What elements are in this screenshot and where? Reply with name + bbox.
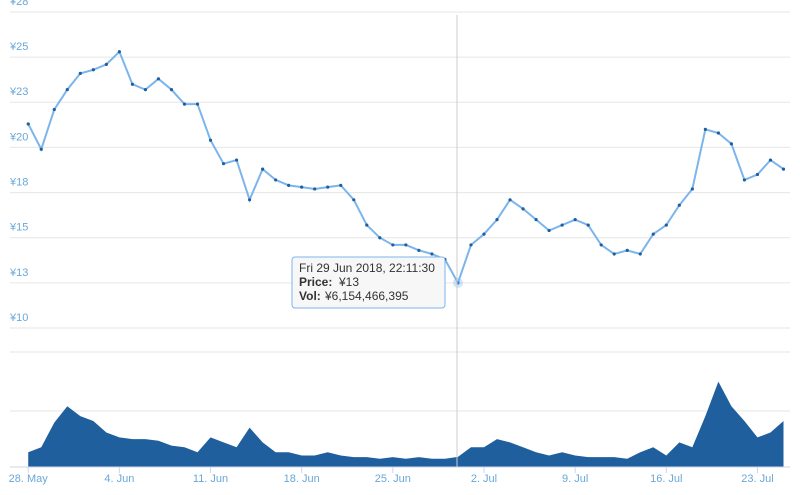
price-point bbox=[143, 88, 148, 92]
price-point bbox=[234, 158, 239, 162]
y-tick-label: ¥18 bbox=[9, 176, 28, 188]
y-tick-label: ¥28 bbox=[9, 0, 28, 8]
price-point bbox=[742, 178, 747, 182]
price-point bbox=[638, 252, 642, 256]
y-tick-label: ¥23 bbox=[9, 86, 28, 98]
price-point bbox=[313, 187, 317, 191]
price-point bbox=[391, 243, 395, 247]
price-point bbox=[156, 77, 161, 81]
price-point bbox=[208, 138, 213, 142]
price-point bbox=[182, 102, 187, 106]
price-point bbox=[104, 62, 108, 66]
price-point bbox=[65, 88, 69, 92]
price-point bbox=[586, 223, 590, 227]
price-point bbox=[547, 228, 551, 233]
x-tick-label: 23. Jul bbox=[741, 473, 773, 485]
tooltip-vol: ¥6,154,466,395 bbox=[324, 289, 409, 303]
price-point bbox=[716, 131, 720, 135]
price-point bbox=[117, 50, 121, 54]
x-tick-label: 18. Jun bbox=[284, 473, 320, 485]
price-point bbox=[326, 185, 330, 189]
price-point bbox=[612, 252, 616, 256]
price-point bbox=[26, 122, 30, 126]
price-point bbox=[521, 207, 525, 211]
price-point bbox=[300, 185, 304, 189]
price-point bbox=[378, 236, 382, 240]
price-point bbox=[274, 178, 278, 182]
price-point bbox=[352, 198, 356, 202]
price-point bbox=[651, 232, 655, 236]
price-point bbox=[664, 223, 668, 227]
price-point bbox=[573, 218, 577, 222]
price-point bbox=[534, 218, 538, 222]
y-tick-label: ¥25 bbox=[9, 41, 28, 53]
price-point bbox=[195, 102, 200, 106]
x-tick-label: 16. Jul bbox=[650, 473, 682, 485]
price-point bbox=[404, 243, 408, 247]
volume-area bbox=[28, 381, 784, 467]
price-point bbox=[677, 203, 681, 207]
price-point bbox=[469, 243, 473, 247]
price-point bbox=[417, 248, 421, 252]
x-tick-label: 28. May bbox=[9, 473, 49, 485]
tooltip-vol-label: Vol: bbox=[299, 289, 321, 303]
price-point bbox=[247, 198, 252, 202]
y-tick-label: ¥20 bbox=[9, 131, 28, 143]
x-tick-label: 25. Jun bbox=[375, 473, 411, 485]
price-point bbox=[130, 82, 135, 86]
price-point bbox=[781, 167, 786, 171]
price-point bbox=[287, 183, 291, 187]
price-point bbox=[768, 158, 773, 162]
x-tick-label: 4. Jun bbox=[104, 473, 134, 485]
tooltip-date: Fri 29 Jun 2018, 22:11:30 bbox=[299, 261, 435, 275]
tooltip: Fri 29 Jun 2018, 22:11:30 Price: ¥13 Vol… bbox=[291, 256, 446, 309]
price-point bbox=[52, 107, 56, 112]
x-tick-label: 2. Jul bbox=[471, 473, 497, 485]
price-point bbox=[599, 243, 603, 247]
price-point bbox=[508, 198, 512, 202]
y-tick-label: ¥15 bbox=[9, 222, 28, 234]
price-point bbox=[261, 167, 265, 171]
price-point bbox=[39, 147, 43, 151]
price-point bbox=[365, 223, 369, 227]
tooltip-price: ¥13 bbox=[338, 275, 359, 289]
price-point bbox=[91, 68, 95, 72]
price-point bbox=[482, 232, 486, 236]
price-point bbox=[339, 183, 343, 187]
price-point bbox=[755, 172, 760, 177]
price-point bbox=[560, 223, 564, 227]
price-point bbox=[221, 162, 226, 166]
price-point bbox=[430, 252, 434, 256]
hover-marker bbox=[452, 277, 463, 288]
x-tick-label: 11. Jun bbox=[193, 473, 228, 485]
tooltip-box bbox=[291, 256, 446, 309]
x-tick-label: 9. Jul bbox=[562, 473, 588, 485]
price-point bbox=[729, 142, 734, 146]
tooltip-price-label: Price: bbox=[299, 275, 332, 289]
price-point bbox=[78, 71, 82, 75]
price-line bbox=[27, 49, 785, 286]
y-tick-label: ¥13 bbox=[9, 267, 28, 279]
price-point bbox=[703, 127, 707, 131]
price-point bbox=[169, 88, 174, 92]
price-point bbox=[495, 218, 499, 222]
y-tick-label: ¥10 bbox=[9, 312, 28, 324]
price-point bbox=[690, 187, 694, 191]
price-point bbox=[625, 248, 629, 252]
